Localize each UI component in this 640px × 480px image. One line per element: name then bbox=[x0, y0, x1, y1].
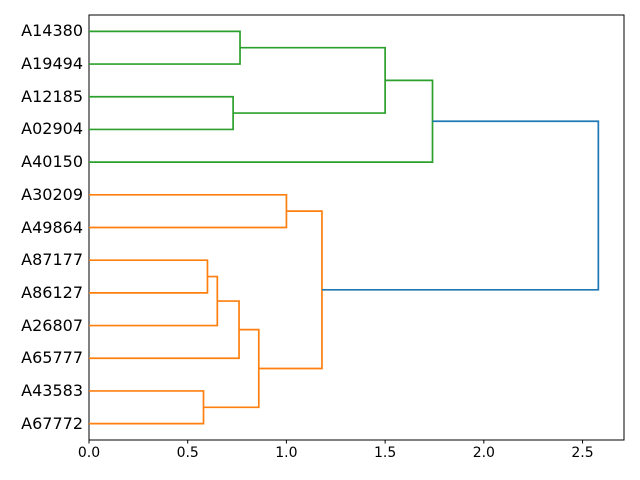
leaf-label: A12185 bbox=[21, 86, 83, 106]
leaf-label: A86127 bbox=[21, 282, 83, 302]
leaf-label: A40150 bbox=[21, 152, 83, 172]
x-tick-label: 2.0 bbox=[472, 445, 495, 461]
x-tick-label: 0.0 bbox=[77, 445, 101, 461]
dendrogram-link-m8 bbox=[89, 390, 205, 425]
leaf-label: A65777 bbox=[21, 348, 83, 368]
leaf-label: A14380 bbox=[21, 21, 83, 41]
leaf-label: A02904 bbox=[21, 119, 83, 139]
dendrogram-link-m5 bbox=[89, 259, 209, 294]
dendrogram-link-m4 bbox=[89, 193, 288, 229]
leaf-label: A49864 bbox=[21, 217, 83, 237]
leaf-label: A43583 bbox=[21, 380, 83, 400]
leaf-label: A26807 bbox=[21, 315, 83, 335]
dendrogram-link-m1 bbox=[89, 95, 234, 131]
dendrogram-link-m10 bbox=[258, 210, 323, 370]
dendrogram-link-m6 bbox=[89, 275, 219, 327]
leaf-label: A87177 bbox=[21, 250, 83, 270]
x-tick-label: 0.5 bbox=[176, 445, 199, 461]
dendrogram-link-m9 bbox=[203, 328, 260, 409]
leaf-label: A19494 bbox=[21, 54, 83, 74]
dendrogram-link-m2 bbox=[233, 46, 386, 114]
x-tick-label: 1.5 bbox=[373, 445, 397, 461]
dendrogram-link-m0 bbox=[89, 30, 241, 65]
x-tick-label: 2.5 bbox=[571, 445, 594, 461]
leaf-label: A67772 bbox=[21, 413, 83, 433]
leaf-label: A30209 bbox=[21, 184, 83, 204]
dendrogram-link-m3 bbox=[89, 79, 434, 163]
dendrogram-link-m11 bbox=[321, 120, 600, 291]
x-tick-label: 1.0 bbox=[275, 445, 298, 461]
